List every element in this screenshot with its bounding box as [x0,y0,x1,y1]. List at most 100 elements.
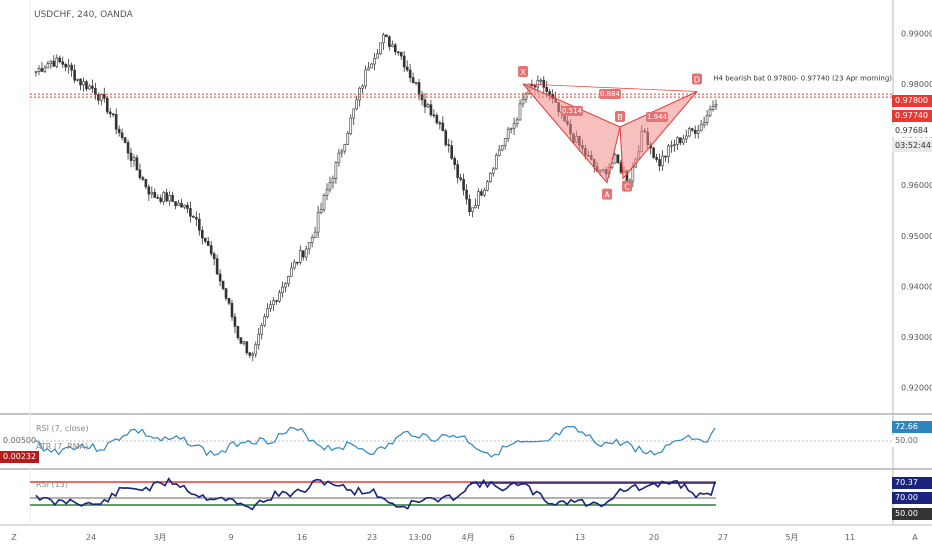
candle-body [233,316,237,327]
candle-body [376,53,379,59]
time-axis-tick: 9 [228,533,233,542]
candle-body [316,212,320,233]
time-axis-tick: 11 [845,533,855,542]
price-axis-tick: 0.99000 [901,29,932,38]
candle-body [631,166,635,182]
candle-body [126,142,130,154]
candle-body [156,197,160,199]
candle-body [70,64,73,71]
candle-body [480,191,483,196]
candle-body [82,81,85,86]
candle-body [655,157,658,160]
candle-body [102,94,106,99]
candle-body [450,145,454,159]
candle-body [664,155,667,158]
candle-body [432,114,436,117]
candle-body [394,44,397,53]
candle-body [171,195,174,202]
candle-body [209,245,213,255]
candle-body [251,353,255,356]
pattern-triangle-bcd [619,91,698,180]
pattern-point-label-bg [602,188,612,200]
candle-body [477,191,480,207]
candle-body [426,104,430,108]
candle-body [524,93,528,100]
candle-body [55,57,59,67]
candle-body [414,82,418,84]
candle-body [135,157,139,171]
candle-body [486,181,489,191]
candle-body [37,68,41,72]
candle-body [159,197,163,202]
candle-body [462,179,465,191]
candle-body [272,300,275,306]
candle-body [385,34,388,38]
candle-body [239,337,243,344]
candle-body [447,144,451,146]
atr-label: ATR (7, RMA) [36,442,89,451]
price-axis-tick: 0.98000 [901,80,932,89]
pattern-ratio-xb: 0.514 [562,107,583,115]
time-axis-tick: 16 [297,533,307,542]
candle-body [319,209,323,214]
candle-body [364,69,367,87]
price-axis-tick: 0.95000 [901,232,932,241]
candle-body [212,253,216,259]
rsi2-series-line [35,477,716,511]
candle-body [284,283,287,288]
timezone-icon: Z [11,533,17,542]
rsi2-level-mid-tag: 50.00 [892,508,932,520]
candle-body [667,145,670,158]
rsi-level-tag: 50.00 [892,435,932,447]
candle-body [331,177,335,184]
time-axis-tick: 3月 [153,533,166,542]
candle-body [334,162,338,179]
price-axis-tick: 0.93000 [901,333,932,342]
candle-body [94,88,97,96]
candle-body [298,250,302,263]
candle-body [34,71,38,73]
pattern-ratio-bg [646,112,668,122]
pattern-point-label-bg [518,65,528,77]
candle-body [67,64,70,68]
pattern-point-x-label: X [520,68,526,77]
candle-body [355,99,358,110]
candle-body [708,109,712,117]
candle-body [91,85,94,89]
candle-body [64,63,67,68]
price-tag-lower: 0.97740 [892,110,932,122]
candle-body [245,341,249,354]
price-axis-tick: 0.94000 [901,282,932,291]
candle-body [227,298,231,304]
candle-body [489,172,492,183]
candle-body [177,202,180,206]
time-axis-tick: 27 [718,533,728,542]
candle-body [257,333,261,346]
candle-body [533,85,537,88]
candle-body [293,261,296,269]
candle-body [215,258,219,275]
candle-body [79,78,82,86]
candle-body [652,147,655,158]
candle-body [290,267,293,277]
candle-body [147,186,151,195]
candle-body [441,122,445,132]
time-axis-tick: 23 [367,533,377,542]
candle-body [687,128,691,137]
candle-body [218,273,222,282]
countdown-timer: 03:52:44 [892,140,932,152]
price-axis-tick: 0.96000 [901,181,932,190]
candle-body [203,237,207,242]
time-axis-tick: 20 [649,533,659,542]
candle-body [40,68,44,72]
candle-body [138,169,142,178]
candle-body [198,218,201,231]
candle-body [483,189,486,196]
candle-body [162,192,165,202]
candle-body [682,138,685,144]
candle-body [85,81,88,90]
candle-body [105,98,109,113]
candle-body [61,61,65,65]
candle-body [224,288,228,299]
time-axis-tick: 24 [86,533,96,542]
